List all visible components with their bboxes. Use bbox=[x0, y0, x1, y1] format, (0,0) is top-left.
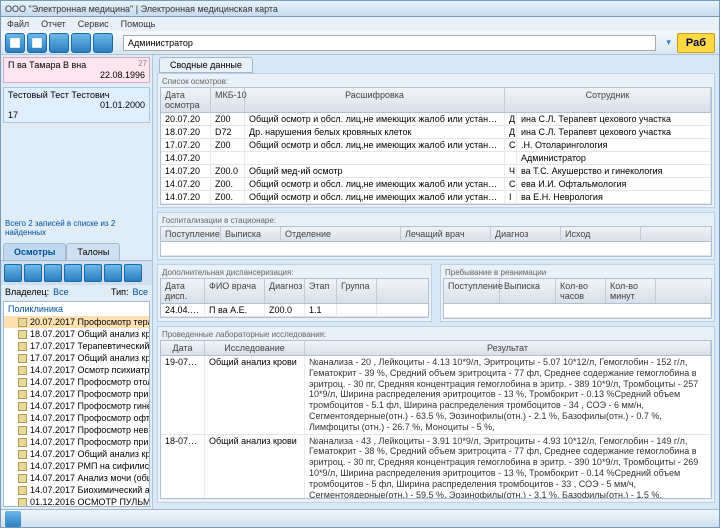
mini-btn-6[interactable] bbox=[104, 264, 122, 282]
tree-item[interactable]: 17.07.2017 Общий анализ крови · Ошибкин … bbox=[4, 352, 149, 364]
mini-btn-3[interactable] bbox=[44, 264, 62, 282]
menu-help[interactable]: Помощь bbox=[121, 19, 156, 29]
lab-title: Проведенные лабораторные исследования: bbox=[160, 329, 712, 340]
patient-badge: 27 bbox=[138, 59, 147, 68]
menu-service[interactable]: Сервис bbox=[78, 19, 109, 29]
left-tabs: Осмотры Талоны bbox=[3, 243, 152, 260]
tree-item[interactable]: 14.07.2017 Профосмотр отоларинголога · О bbox=[4, 376, 149, 388]
tree-root[interactable]: Поликлиника bbox=[4, 302, 149, 316]
patient-name: Тестовый Тест Тестович bbox=[8, 90, 145, 100]
summary-tab[interactable]: Сводные данные bbox=[159, 57, 253, 73]
table-row[interactable]: 17.07.20Z00Общий осмотр и обсл. лиц,не и… bbox=[161, 139, 711, 152]
tree-item[interactable]: 14.07.2017 Общий анализ крови · Дыдалин bbox=[4, 448, 149, 460]
patient-date: 22.08.1996 bbox=[8, 70, 145, 80]
disp-grid[interactable]: Дата дисп.ФИО врачаДиагнозЭтапГруппа 24.… bbox=[160, 278, 429, 318]
table-row[interactable]: 14.07.20Администратор bbox=[161, 152, 711, 165]
mini-btn-4[interactable] bbox=[64, 264, 82, 282]
right-panel: Сводные данные Список осмотров: Дата осм… bbox=[153, 55, 719, 509]
doc-icon bbox=[18, 378, 27, 387]
tree-item[interactable]: 14.07.2017 Анализ мочи (общий) · Дыдалин bbox=[4, 472, 149, 484]
doc-icon bbox=[18, 498, 27, 507]
doc-icon bbox=[18, 390, 27, 399]
doc-icon bbox=[18, 450, 27, 459]
exam-list-title: Список осмотров: bbox=[160, 76, 712, 87]
disp-title: Дополнительная диспансеризация: bbox=[160, 267, 429, 278]
doc-icon bbox=[18, 474, 27, 483]
tree-item[interactable]: 18.07.2017 Общий анализ крови · Дыдалин bbox=[4, 328, 149, 340]
hosp-grid[interactable]: ПоступлениеВыпискаОтделениеЛечащий врачД… bbox=[160, 226, 712, 257]
table-row[interactable]: 18-07-20Общий анализ крови№анализа - 43 … bbox=[161, 435, 711, 499]
table-row[interactable]: 14.07.20Z00.Общий осмотр и обсл. лиц,не … bbox=[161, 191, 711, 204]
toolbar-btn-3[interactable] bbox=[49, 33, 69, 53]
doc-icon bbox=[18, 402, 27, 411]
tab-exams[interactable]: Осмотры bbox=[3, 243, 66, 260]
mini-btn-2[interactable] bbox=[24, 264, 42, 282]
table-row[interactable]: 20.07.20Z00Общий осмотр и обсл. лиц,не и… bbox=[161, 113, 711, 126]
doc-icon bbox=[18, 366, 27, 375]
left-panel: П ва Тамара В вна 22.08.1996 27 Тестовый… bbox=[1, 55, 153, 509]
menubar: Файл Отчет Сервис Помощь bbox=[1, 17, 719, 31]
doc-icon bbox=[18, 438, 27, 447]
main-toolbar: ▾ Раб bbox=[1, 31, 719, 55]
filter-row: Владелец: Все Тип: Все bbox=[1, 285, 152, 299]
mini-btn-5[interactable] bbox=[84, 264, 102, 282]
tree-item[interactable]: 01.12.2016 ОСМОТР ПУЛЬМОНОЛОГА ПРОС bbox=[4, 496, 149, 507]
rean-title: Пребывание в реанимации bbox=[443, 267, 712, 278]
hosp-title: Госпитализации в стационаре: bbox=[160, 215, 712, 226]
tree-item[interactable]: 14.07.2017 Профосмотр офтальмолога · Ск bbox=[4, 412, 149, 424]
record-count: Всего 2 записей в списке из 2 найденных bbox=[1, 215, 152, 241]
patient-name: П ва Тамара В вна bbox=[8, 60, 145, 70]
tree-item[interactable]: 14.07.2017 Биохимический анализ 1 · Дыда bbox=[4, 484, 149, 496]
tree-item[interactable]: 14.07.2017 Профосмотр невролога · Губина bbox=[4, 424, 149, 436]
filter-owner[interactable]: Все bbox=[53, 287, 69, 297]
status-btn[interactable] bbox=[5, 511, 21, 527]
tree-item[interactable]: 14.07.2017 РМП на сифилис · Дыдалина С.А bbox=[4, 460, 149, 472]
rab-button[interactable]: Раб bbox=[677, 33, 715, 53]
table-row[interactable]: 19-07-20Общий анализ крови№анализа - 20 … bbox=[161, 356, 711, 435]
mini-toolbar bbox=[1, 260, 152, 285]
toolbar-btn-5[interactable] bbox=[93, 33, 113, 53]
doc-icon bbox=[18, 342, 27, 351]
doc-icon bbox=[18, 330, 27, 339]
menu-report[interactable]: Отчет bbox=[41, 19, 66, 29]
admin-field[interactable] bbox=[123, 35, 656, 51]
tree-item[interactable]: 14.07.2017 Профосмотр гинеколога · Чичир bbox=[4, 400, 149, 412]
statusbar bbox=[1, 509, 719, 527]
menu-file[interactable]: Файл bbox=[7, 19, 29, 29]
table-row[interactable]: 14.07.20Z00.Общий осмотр и обсл. лиц,не … bbox=[161, 178, 711, 191]
doc-icon bbox=[18, 426, 27, 435]
doc-icon bbox=[18, 462, 27, 471]
patient-card-1[interactable]: П ва Тамара В вна 22.08.1996 27 bbox=[3, 57, 150, 83]
tree-item[interactable]: 17.07.2017 Терапевтический осмотр · Дыда bbox=[4, 340, 149, 352]
mini-btn-7[interactable] bbox=[124, 264, 142, 282]
dropdown-arrow-icon[interactable]: ▾ bbox=[666, 37, 671, 48]
toolbar-btn-4[interactable] bbox=[71, 33, 91, 53]
patient-badge: 17 bbox=[8, 110, 18, 120]
table-row[interactable]: 14.07.20Z00.0Общий мед-ий осмотрЧва Т.С.… bbox=[161, 165, 711, 178]
doc-icon bbox=[18, 486, 27, 495]
exam-grid[interactable]: Дата осмотра МКБ-10 Расшифровка Сотрудни… bbox=[160, 87, 712, 205]
tree-item[interactable]: 14.07.2017 Профосмотр при трудоустройст bbox=[4, 436, 149, 448]
toolbar-btn-1[interactable] bbox=[5, 33, 25, 53]
tab-coupons[interactable]: Талоны bbox=[66, 243, 120, 260]
patient-date: 01.01.2000 bbox=[8, 100, 145, 110]
window-title: ООО "Электронная медицина" | Электронная… bbox=[5, 4, 278, 14]
tree-item[interactable]: 14.07.2017 Осмотр психиатра · Ошибкин В. bbox=[4, 364, 149, 376]
mini-btn-1[interactable] bbox=[4, 264, 22, 282]
toolbar-btn-2[interactable] bbox=[27, 33, 47, 53]
patient-card-2[interactable]: Тестовый Тест Тестович 01.01.2000 17 bbox=[3, 87, 150, 123]
tree-item[interactable]: 14.07.2017 Профосмотр при трудоустройст bbox=[4, 388, 149, 400]
doc-icon bbox=[18, 318, 27, 327]
table-row[interactable]: 18.07.20D72Др. нарушения белых кровяных … bbox=[161, 126, 711, 139]
doc-icon bbox=[18, 414, 27, 423]
exams-tree[interactable]: Поликлиника 20.07.2017 Профосмотр терапе… bbox=[3, 301, 150, 507]
titlebar: ООО "Электронная медицина" | Электронная… bbox=[1, 1, 719, 17]
tree-item[interactable]: 20.07.2017 Профосмотр терапевта · Дыдал bbox=[4, 316, 149, 328]
doc-icon bbox=[18, 354, 27, 363]
rean-grid[interactable]: ПоступлениеВыпискаКол-во часовКол-во мин… bbox=[443, 278, 712, 319]
lab-grid[interactable]: Дата Исследование Результат 19-07-20Общи… bbox=[160, 340, 712, 499]
filter-type[interactable]: Все bbox=[132, 287, 148, 297]
